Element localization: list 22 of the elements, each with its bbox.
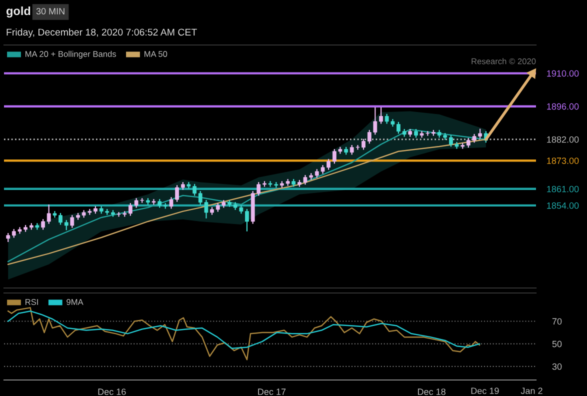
x-tick-label: Dec 18 — [418, 388, 446, 395]
y-tick-label: 1861.00 — [547, 186, 579, 192]
text: Dec 19 — [471, 388, 499, 394]
y-tick-label: 1873.00 — [547, 158, 579, 164]
legend-label: MA 50 — [144, 51, 168, 57]
y-tick-label: 50 — [552, 340, 562, 348]
chart-subtitle: 30 MIN — [36, 8, 64, 14]
y-tick-label: 1882.00 — [547, 136, 579, 143]
text: Friday, December 18, 2020 7:06:52 AM CET — [6, 28, 197, 38]
legend-label: 9MA — [66, 299, 84, 305]
chart-title: gold — [6, 6, 30, 18]
annotation: Research © 2020 — [472, 58, 536, 64]
y-tick-label: 1896.00 — [547, 103, 579, 110]
y-tick-label: 30 — [552, 363, 562, 370]
legend-label: MA 20 + Bollinger Bands — [26, 50, 116, 59]
text: Jan 2 — [520, 388, 542, 394]
y-tick-label: 1854.00 — [547, 202, 579, 209]
x-tick-label: Dec 17 — [258, 388, 286, 395]
x-tick-label: Dec 16 — [98, 388, 126, 395]
legend-label: RSI — [26, 299, 38, 305]
y-tick-label: 70 — [552, 318, 562, 325]
y-tick-label: 1910.00 — [547, 70, 579, 77]
